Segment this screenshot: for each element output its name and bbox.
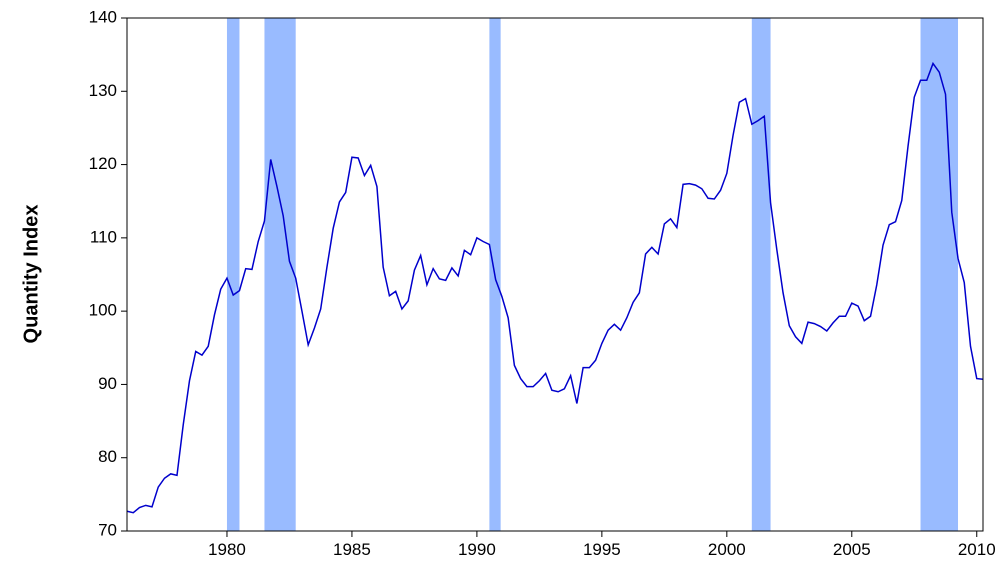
y-axis-label: Quantity Index [20,205,42,344]
x-tick-label: 1990 [458,540,496,559]
x-tick-label: 2000 [708,540,746,559]
x-tick-label: 1980 [208,540,246,559]
y-tick-label: 120 [89,154,117,173]
y-tick-label: 80 [98,447,117,466]
x-tick-label: 1985 [333,540,371,559]
x-tick-label: 2010 [958,540,996,559]
plot-frame [126,17,984,532]
y-tick-label: 110 [90,227,117,246]
recession-band [264,18,296,531]
recession-band [226,18,240,531]
x-tick-label: 2005 [833,540,871,559]
x-tick-label: 1995 [583,540,621,559]
recession-band [751,18,771,531]
y-tick-label: 70 [98,520,117,539]
y-tick-label: 90 [98,374,117,393]
y-tick-label: 140 [89,7,117,26]
y-tick-label: 100 [89,301,117,320]
y-tick-label: 130 [89,81,117,100]
recession-band [920,18,959,531]
data-line [126,61,984,514]
